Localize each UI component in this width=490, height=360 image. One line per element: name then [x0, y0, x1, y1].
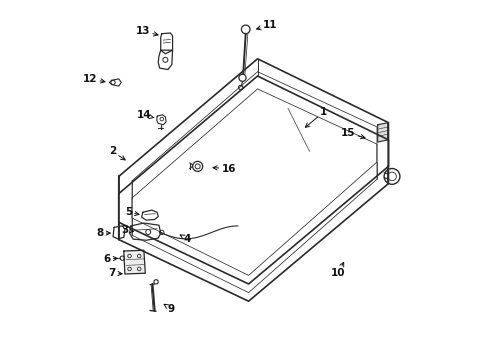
Text: 5: 5: [125, 207, 139, 217]
Text: 9: 9: [164, 304, 175, 314]
Polygon shape: [378, 123, 389, 142]
Text: 4: 4: [180, 234, 191, 244]
Text: 7: 7: [109, 268, 122, 278]
Text: 12: 12: [83, 74, 105, 84]
Text: 13: 13: [136, 26, 158, 36]
Text: 16: 16: [213, 163, 236, 174]
Text: 10: 10: [331, 262, 345, 278]
Text: 6: 6: [103, 254, 118, 264]
Text: 8: 8: [96, 228, 110, 238]
Text: 11: 11: [257, 20, 277, 30]
Polygon shape: [124, 250, 146, 274]
Text: 2: 2: [109, 146, 125, 160]
Text: 1: 1: [305, 107, 327, 127]
Text: 14: 14: [137, 111, 154, 121]
Text: 3: 3: [121, 225, 134, 235]
Text: 15: 15: [341, 129, 365, 139]
